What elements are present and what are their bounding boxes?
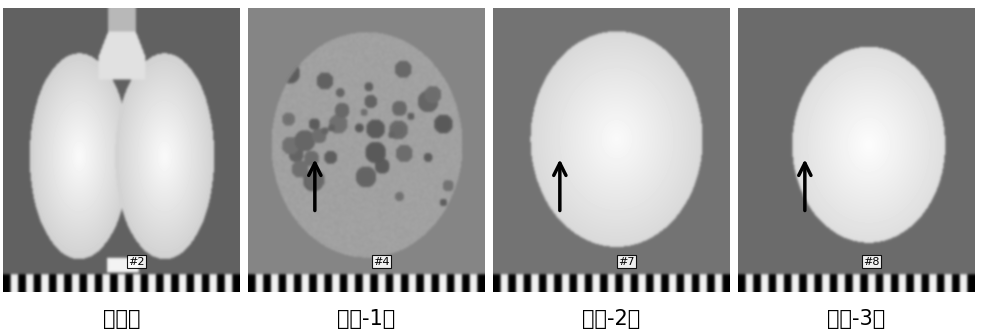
- Text: #4: #4: [373, 257, 389, 266]
- Text: 模型-3周: 模型-3周: [827, 309, 886, 329]
- Text: 模型-2周: 模型-2周: [582, 309, 641, 329]
- Text: 模型-1周: 模型-1周: [337, 309, 396, 329]
- Text: 假模型: 假模型: [103, 309, 140, 329]
- Text: #7: #7: [618, 257, 634, 266]
- Text: #2: #2: [128, 257, 144, 266]
- Text: #8: #8: [863, 257, 879, 266]
